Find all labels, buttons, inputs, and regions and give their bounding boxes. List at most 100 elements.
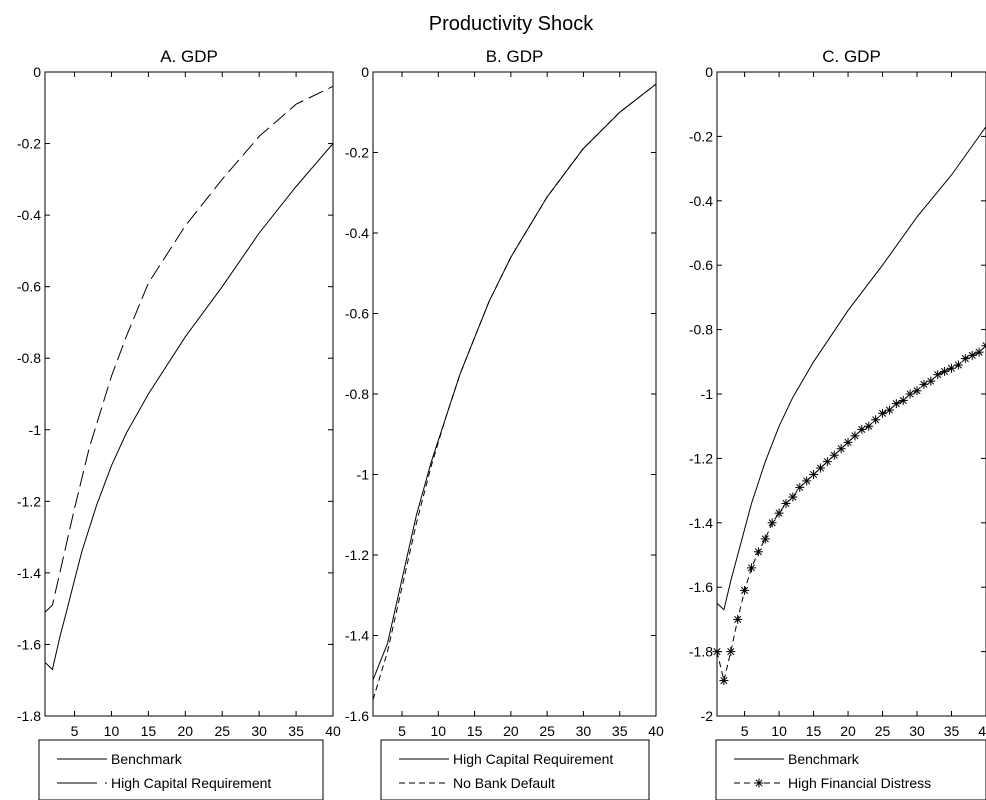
series-line-1	[45, 143, 333, 671]
series-line-2	[45, 85, 333, 613]
legend-box	[715, 739, 986, 800]
x-tick-label: 40	[978, 723, 986, 739]
star-marker	[967, 350, 977, 360]
star-marker-stroke	[816, 464, 825, 472]
x-tick-label: 40	[325, 723, 341, 739]
star-marker	[933, 370, 943, 380]
legend: Benchmark High Capital Requirement	[38, 739, 324, 800]
star-marker	[788, 492, 798, 502]
star-marker-stroke	[920, 380, 928, 388]
star-marker	[926, 376, 936, 386]
y-tick-label: -1.2	[689, 450, 713, 466]
star-marker	[891, 399, 901, 409]
y-tick-label: -0.6	[345, 306, 369, 322]
star-marker-stroke	[892, 400, 900, 408]
star-marker	[795, 482, 805, 492]
star-marker	[864, 421, 874, 431]
star-marker	[746, 563, 756, 573]
y-tick-label: -1	[29, 422, 42, 438]
x-tick-label: 30	[576, 723, 592, 739]
legend: High Capital Requirement No Bank Default	[380, 739, 650, 800]
star-marker-stroke	[851, 432, 859, 440]
x-tick-label: 25	[214, 723, 230, 739]
chart-title: C. GDP	[822, 47, 881, 66]
star-marker	[781, 498, 791, 508]
y-tick-label: -1.2	[345, 547, 369, 563]
star-marker-stroke	[954, 361, 962, 369]
star-marker	[843, 437, 853, 447]
figure-suptitle: Productivity Shock	[429, 13, 595, 35]
y-tick-label: -0.4	[345, 225, 369, 241]
x-tick-label: 10	[771, 723, 787, 739]
star-marker-stroke	[775, 509, 783, 517]
y-tick-label: -0.6	[689, 257, 713, 273]
chart-panel-3: C. GDP 0 -0.2 -0.4 -0.6 -0.8 -1 -1.2 -1.4 -1.6 -1.…	[689, 47, 986, 800]
series-line-2	[373, 83, 656, 701]
x-tick-label: 5	[71, 723, 79, 739]
y-tick-label: -0.8	[17, 350, 41, 366]
y-tick-label: -1.4	[345, 628, 369, 644]
star-marker	[981, 341, 986, 351]
star-marker	[912, 386, 922, 396]
y-tick-label: -0.2	[17, 136, 41, 152]
y-tick-label: -0.8	[689, 322, 713, 338]
star-marker-stroke	[982, 344, 986, 350]
x-tick-label: 35	[288, 723, 304, 739]
star-marker	[733, 614, 743, 624]
star-marker-stroke	[899, 396, 907, 404]
x-tick-label: 20	[840, 723, 856, 739]
star-marker-stroke	[823, 458, 831, 466]
x-tick-label: 10	[431, 723, 447, 739]
star-marker-stroke	[727, 648, 735, 656]
star-marker-stroke	[782, 499, 790, 508]
y-tick-label: 0	[361, 64, 369, 80]
chart-panel-1: A. GDP 0 -0.2 -0.4 -0.6 -0.8 -1 -1.2 -1.4 -1.6 -1.…	[17, 47, 341, 800]
star-marker-stroke	[913, 387, 921, 395]
x-tick-label: 35	[612, 723, 628, 739]
legend-label: Benchmark	[111, 751, 183, 767]
star-marker-stroke	[734, 615, 742, 623]
plot-area-frame	[716, 71, 986, 717]
star-marker	[774, 508, 784, 518]
y-tick-label: -0.2	[345, 145, 369, 161]
star-marker	[857, 424, 867, 434]
y-tick-label: -1.4	[689, 515, 713, 531]
legend-label: High Capital Requirement	[111, 775, 271, 791]
star-marker-stroke	[858, 425, 866, 433]
x-tick-label: 5	[741, 723, 749, 739]
x-tick-label: 20	[178, 723, 194, 739]
star-marker-stroke	[747, 564, 756, 572]
plot-area-frame	[372, 71, 657, 717]
chart-title: A. GDP	[160, 47, 218, 66]
chart-panel-2: B. GDP 0 -0.2 -0.4 -0.6 -0.8 -1 -1.2 -1.4 -1.6 5 10…	[345, 47, 664, 800]
y-tick-label: -1.8	[17, 708, 41, 724]
series-line-1	[373, 83, 656, 680]
star-marker-stroke	[837, 445, 845, 453]
star-marker	[822, 457, 832, 467]
y-tick-label: -1.8	[689, 644, 713, 660]
star-marker-stroke	[968, 351, 976, 359]
star-marker	[940, 366, 950, 376]
y-tick-label: 0	[705, 64, 713, 80]
legend-box	[380, 739, 650, 800]
star-marker	[871, 415, 881, 425]
star-marker	[829, 450, 839, 460]
star-marker	[809, 470, 819, 479]
star-marker	[712, 647, 722, 657]
star-marker-stroke	[810, 470, 818, 479]
star-marker-stroke	[982, 342, 986, 347]
star-marker-stroke	[755, 779, 763, 787]
y-tick-label: -0.6	[17, 279, 41, 295]
star-marker	[719, 676, 729, 686]
star-marker-stroke	[865, 422, 873, 430]
y-tick-label: -1	[357, 467, 370, 483]
star-marker-stroke	[803, 477, 811, 485]
x-tick-label: 10	[104, 723, 120, 739]
y-tick-label: -0.2	[689, 128, 713, 144]
x-tick-label: 40	[648, 723, 664, 739]
x-tick-label: 25	[539, 723, 555, 739]
star-marker	[960, 354, 970, 364]
star-marker-stroke	[975, 348, 983, 356]
legend-label: Benchmark	[788, 751, 860, 767]
